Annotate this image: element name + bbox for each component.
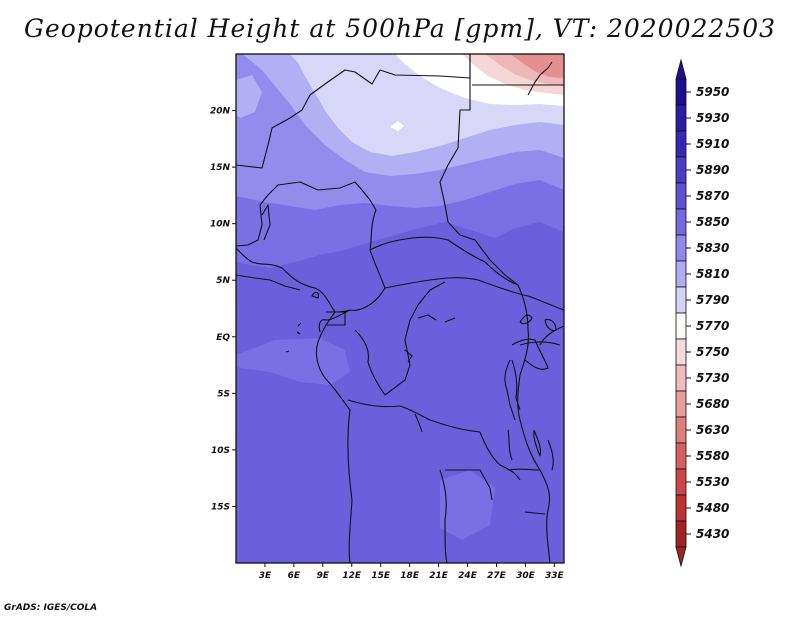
colorbar-swatch: [675, 442, 687, 470]
grads-credit: GrADS: IGES/COLA: [4, 603, 98, 613]
lon-tick-label: 3E: [259, 571, 272, 581]
colorbar-bottom-arrow: [675, 546, 687, 568]
colorbar-label: 5680: [696, 397, 729, 411]
colorbar-swatch: [675, 338, 687, 366]
chart-title: Geopotential Height at 500hPa [gpm], VT:…: [23, 14, 777, 43]
colorbar-swatch: [675, 286, 687, 314]
lon-tick-label: 27E: [487, 571, 507, 581]
colorbar-swatch: [675, 234, 687, 262]
colorbar-label: 5750: [696, 345, 729, 359]
colorbar-label: 5730: [696, 371, 729, 385]
colorbar-label: 5430: [696, 527, 729, 541]
colorbar-label: 5890: [696, 163, 729, 177]
colorbar-label: 5910: [696, 137, 729, 151]
field-band-5850-south: [440, 470, 495, 540]
colorbar-label: 5790: [696, 293, 729, 307]
colorbar-swatch: [675, 78, 687, 106]
lat-tick-label: 15S: [211, 502, 230, 512]
colorbar-swatch: [675, 520, 687, 548]
lon-tick-label: 24E: [458, 571, 478, 581]
latitude-axis: 20N 15N 10N 5N EQ 5S 10S 15S: [210, 107, 236, 512]
colorbar-label: 5850: [696, 215, 729, 229]
longitude-axis: 3E 6E 9E 12E 15E 18E 21E 24E 27E 30E 33E: [259, 563, 565, 581]
colorbar-label: 5950: [696, 85, 729, 99]
lat-tick-label: 10S: [211, 446, 230, 456]
colorbar-label: 5480: [696, 501, 729, 515]
colorbar-swatch: [675, 494, 687, 522]
colorbar-swatch: [675, 260, 687, 288]
lon-tick-label: 18E: [400, 571, 420, 581]
colorbar-swatch: [675, 104, 687, 132]
lon-tick-label: 30E: [516, 571, 536, 581]
lon-tick-label: 21E: [429, 571, 449, 581]
lat-tick-label: EQ: [216, 333, 230, 343]
lon-tick-label: 33E: [545, 571, 565, 581]
lon-tick-label: 9E: [317, 571, 330, 581]
colorbar-swatch: [675, 416, 687, 444]
lon-tick-label: 15E: [371, 571, 391, 581]
colorbar-label: 5830: [696, 241, 729, 255]
lat-tick-label: 10N: [210, 220, 231, 230]
colorbar-label: 5810: [696, 267, 729, 281]
lat-tick-label: 20N: [210, 107, 231, 117]
colorbar-label: 5580: [696, 449, 729, 463]
colorbar-swatch: [675, 208, 687, 236]
colorbar-label: 5530: [696, 475, 729, 489]
colorbar-label: 5870: [696, 189, 729, 203]
colorbar-swatch: [675, 156, 687, 184]
colorbar-swatch: [675, 130, 687, 158]
country-borders: [236, 54, 564, 563]
colorbar-label: 5630: [696, 423, 729, 437]
field-blob-5810: [236, 75, 262, 118]
field-blob-5770: [390, 121, 404, 131]
colorbar-swatch: [675, 312, 687, 340]
colorbar-label: 5770: [696, 319, 729, 333]
colorbar-swatch: [675, 468, 687, 496]
lon-tick-label: 12E: [342, 571, 362, 581]
lon-tick-label: 6E: [288, 571, 301, 581]
map-frame: [235, 53, 565, 564]
field-band-5680: [510, 54, 564, 78]
colorbar-swatch: [675, 182, 687, 210]
colorbar-swatch: [675, 390, 687, 418]
colorbar-swatch: [675, 364, 687, 392]
colorbar-top-arrow: [675, 58, 687, 80]
lat-tick-label: 15N: [210, 163, 231, 173]
colorbar-label: 5930: [696, 111, 729, 125]
lat-tick-label: 5S: [217, 389, 230, 399]
lat-tick-label: 5N: [216, 276, 230, 286]
